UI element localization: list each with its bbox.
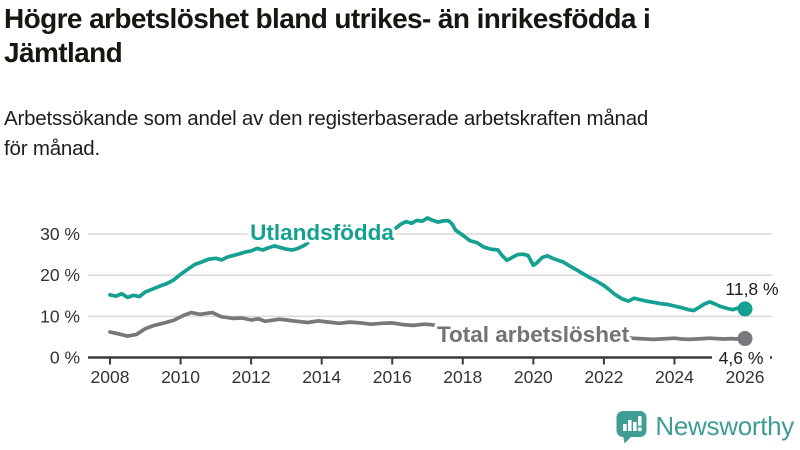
end-label-backing bbox=[712, 349, 770, 366]
y-tick-label-10: 10 % bbox=[40, 306, 80, 326]
series-line-total-arbetsl-shet-0 bbox=[108, 310, 444, 338]
series-line-total-arbetsl-shet-1 bbox=[623, 335, 747, 342]
page-title: Högre arbetslöshet bland utrikes- än inr… bbox=[4, 3, 651, 68]
x-tick-label-2014: 2014 bbox=[302, 367, 341, 387]
series-label-utlandsf-dda: Utlandsfödda bbox=[250, 220, 394, 245]
newsworthy-logo-icon bbox=[616, 411, 647, 444]
y-tick-label-0: 0 % bbox=[50, 348, 80, 368]
end-value-label-utlandsfodda: 11,8 % bbox=[725, 279, 778, 299]
series-line-utlandsf-dda-0 bbox=[108, 241, 310, 300]
newsworthy-logo[interactable]: Newsworthy bbox=[616, 406, 794, 446]
x-tick-label-2024: 2024 bbox=[655, 367, 694, 387]
chart-subtitle: Arbetssökande som andel av den registerb… bbox=[4, 107, 649, 160]
series-label-total-arbetsl-shet: Total arbetslöshet bbox=[437, 322, 630, 347]
series-end-dot-utlandsf-dda bbox=[737, 301, 753, 317]
series-line-utlandsf-dda-1 bbox=[393, 216, 747, 313]
x-tick-label-2018: 2018 bbox=[443, 367, 482, 387]
x-tick-label-2026: 2026 bbox=[726, 367, 765, 387]
end-value-label-total: 4,6 % bbox=[719, 348, 764, 368]
y-tick-label-30: 30 % bbox=[40, 224, 80, 244]
x-tick-label-2008: 2008 bbox=[91, 367, 130, 387]
y-tick-label-20: 20 % bbox=[40, 265, 80, 285]
x-tick-label-2010: 2010 bbox=[161, 367, 200, 387]
x-tick-label-2012: 2012 bbox=[232, 367, 271, 387]
series-end-dot-total-arbetsl-shet bbox=[737, 331, 753, 347]
x-tick-label-2016: 2016 bbox=[373, 367, 412, 387]
x-tick-label-2020: 2020 bbox=[514, 367, 553, 387]
newsworthy-logo-text: Newsworthy bbox=[655, 410, 794, 441]
x-tick-label-2022: 2022 bbox=[584, 367, 623, 387]
